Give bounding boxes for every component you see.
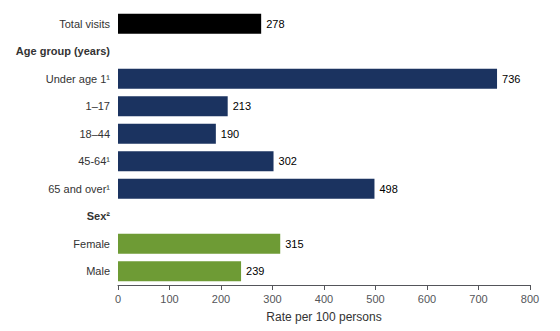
svg-text:278: 278 <box>266 18 284 30</box>
svg-text:500: 500 <box>366 293 384 305</box>
svg-text:Female: Female <box>73 238 110 250</box>
svg-text:Rate per 100 persons: Rate per 100 persons <box>266 310 381 324</box>
svg-text:239: 239 <box>246 265 264 277</box>
svg-text:213: 213 <box>233 100 251 112</box>
svg-text:498: 498 <box>379 183 397 195</box>
svg-text:400: 400 <box>315 293 333 305</box>
svg-text:45-64¹: 45-64¹ <box>78 155 110 167</box>
svg-text:300: 300 <box>263 293 281 305</box>
svg-text:Age group (years): Age group (years) <box>16 45 110 57</box>
svg-text:100: 100 <box>160 293 178 305</box>
svg-text:736: 736 <box>502 73 520 85</box>
svg-text:65 and over¹: 65 and over¹ <box>48 183 110 195</box>
svg-text:600: 600 <box>418 293 436 305</box>
svg-text:18–44: 18–44 <box>79 128 110 140</box>
svg-text:Male: Male <box>86 265 110 277</box>
svg-text:700: 700 <box>469 293 487 305</box>
svg-text:315: 315 <box>285 238 303 250</box>
svg-text:Sex²: Sex² <box>87 210 111 222</box>
svg-text:200: 200 <box>212 293 230 305</box>
svg-text:302: 302 <box>279 155 297 167</box>
svg-text:1–17: 1–17 <box>86 100 110 112</box>
svg-text:Under age 1¹: Under age 1¹ <box>46 73 111 85</box>
svg-text:190: 190 <box>221 128 239 140</box>
svg-text:Total visits: Total visits <box>59 18 110 30</box>
svg-text:800: 800 <box>521 293 539 305</box>
svg-text:0: 0 <box>115 293 121 305</box>
